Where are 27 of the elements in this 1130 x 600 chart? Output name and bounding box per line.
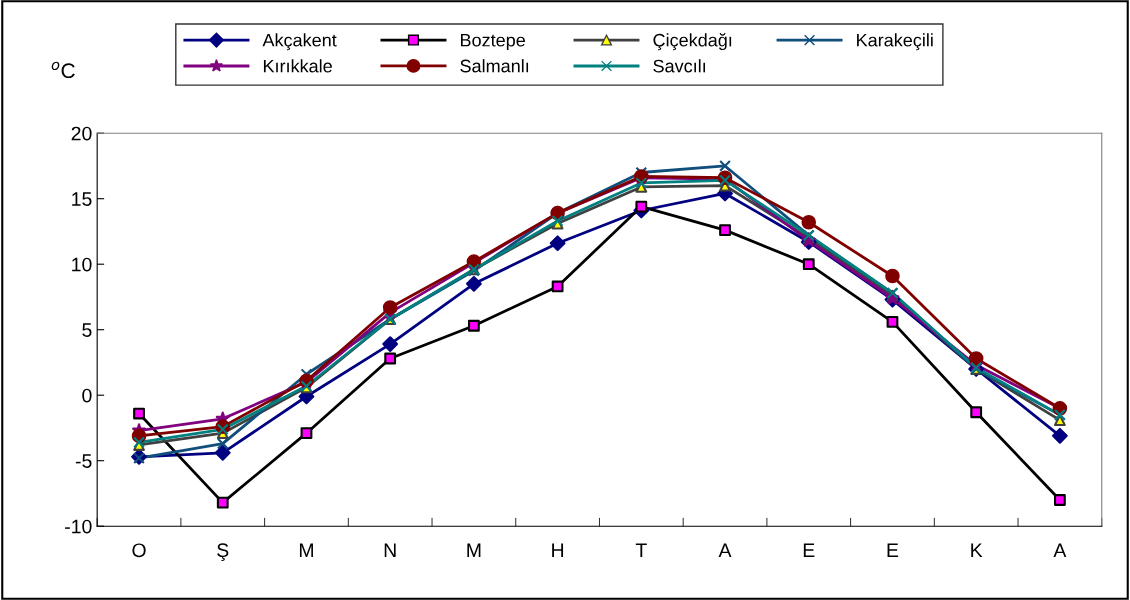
legend-label: Kırıkkale [263, 59, 332, 73]
y-tick-label: 20 [71, 126, 92, 141]
x-tick-label: K [971, 543, 983, 557]
x-tick-label: M [467, 543, 481, 557]
x-tick-label: A [1053, 543, 1067, 557]
y-tick-label: 10 [72, 257, 92, 272]
legend-label: Karakeçili [857, 33, 933, 51]
legend-label: Çiçekdağı [653, 33, 732, 51]
x-tick-label: H [552, 543, 564, 557]
legend-label: Boztepe [461, 33, 525, 51]
x-tick-label: E [887, 543, 899, 557]
legend-label: Salmanlı [460, 59, 529, 73]
y-tick-label: 5 [82, 323, 92, 337]
x-tick-label: E [803, 543, 815, 557]
y-tick-label: -10 [65, 519, 92, 534]
x-tick-label: N [384, 543, 396, 557]
y-tick-label: 0 [82, 388, 92, 403]
y-tick-label: 15 [72, 192, 92, 206]
x-tick-label: T [635, 543, 647, 557]
x-tick-label: O [132, 543, 146, 558]
x-tick-label: M [299, 543, 313, 557]
legend-label: Savcılı [653, 59, 705, 73]
y-tick-label: -5 [75, 454, 92, 468]
y-axis-title: $^{o}$C [51, 61, 75, 79]
legend-label: Akçakent [262, 33, 337, 51]
x-tick-label: A [718, 543, 732, 557]
x-tick-label: Ş [217, 543, 229, 561]
